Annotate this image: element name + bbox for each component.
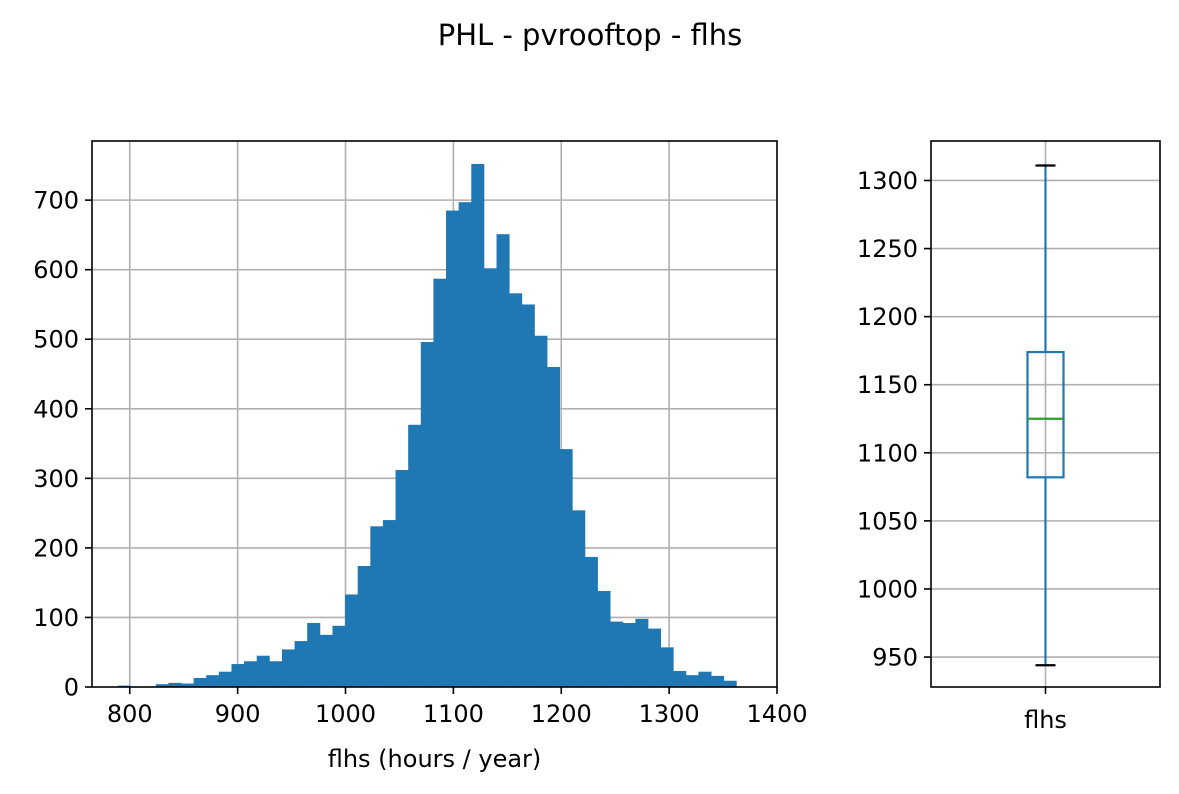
histogram-bar: [168, 682, 182, 687]
histogram-bar: [635, 618, 649, 687]
box-iqr: [1026, 350, 1065, 479]
histogram-bar: [319, 634, 333, 687]
y-tick-label-500: 500: [33, 326, 79, 354]
histogram-bar: [269, 661, 283, 687]
x-tick-label-800: 800: [107, 700, 153, 728]
histogram-bar: [509, 293, 523, 687]
box-y-tick-label-1250: 1250: [857, 235, 918, 263]
y-tick-label-200: 200: [33, 534, 79, 562]
boxplot-x-ticks: flhs: [1024, 687, 1067, 734]
histogram-bar: [180, 683, 195, 687]
histogram-bar: [584, 556, 598, 687]
histogram-bar: [534, 335, 548, 687]
y-tick-label-400: 400: [33, 395, 79, 423]
box-y-tick-label-1100: 1100: [857, 439, 918, 467]
histogram-bar: [294, 641, 308, 687]
histogram-bar: [395, 469, 409, 687]
box-y-tick-label-1050: 1050: [857, 507, 918, 535]
histogram-x-ticks: 800 900 1000 1100 1200 1300 1400: [107, 687, 808, 728]
histogram-bar: [155, 684, 169, 687]
histogram-bar: [357, 565, 371, 687]
x-tick-label-1100: 1100: [423, 700, 484, 728]
figure-title: PHL - pvrooftop - flhs: [438, 18, 743, 52]
y-tick-label-700: 700: [33, 187, 79, 215]
histogram-bar: [685, 675, 699, 687]
y-tick-label-300: 300: [33, 465, 79, 493]
box-y-tick-label-1000: 1000: [857, 575, 918, 603]
histogram-bars: [117, 163, 737, 687]
boxplot-panel: 950 1000 1050 1100 1150 1200 1250 1300 flhs: [857, 140, 1161, 734]
histogram-bar: [408, 424, 422, 687]
boxplot-shape: [1026, 164, 1065, 667]
histogram-bar: [647, 628, 662, 687]
histogram-bar: [597, 591, 611, 687]
boxplot-y-ticks: 950 1000 1050 1100 1150 1200 1250 1300: [857, 167, 931, 672]
y-tick-label-600: 600: [33, 256, 79, 284]
box-y-tick-label-1300: 1300: [857, 167, 918, 195]
histogram-grid: [92, 141, 777, 687]
histogram-x-axis-label: flhs (hours / year): [328, 745, 542, 773]
histogram-bar: [572, 510, 586, 687]
histogram-bar: [256, 655, 270, 687]
histogram-bar: [673, 671, 687, 687]
histogram-bar: [723, 680, 737, 687]
histogram-bar: [193, 677, 207, 687]
histogram-bar: [471, 163, 485, 687]
box-y-tick-label-1150: 1150: [857, 371, 918, 399]
histogram-bar: [281, 649, 295, 687]
histogram-bar: [698, 671, 712, 687]
x-tick-label-900: 900: [215, 700, 261, 728]
histogram-bar: [483, 268, 497, 687]
histogram-bar: [218, 671, 232, 687]
x-tick-label-1300: 1300: [639, 700, 700, 728]
box-category-label: flhs: [1024, 706, 1067, 734]
histogram-bar: [307, 623, 321, 687]
histogram-panel: 800 900 1000 1100 1200 1300 1400 0 100 200 300 400…: [33, 140, 808, 773]
y-tick-label-0: 0: [64, 674, 79, 702]
histogram-bar: [382, 520, 396, 687]
y-tick-label-100: 100: [33, 604, 79, 632]
histogram-bar: [622, 623, 636, 687]
histogram-bar: [370, 526, 384, 687]
x-tick-label-1200: 1200: [531, 700, 592, 728]
histogram-bar: [521, 304, 535, 687]
histogram-bar: [660, 647, 674, 687]
histogram-bar: [332, 625, 346, 687]
x-tick-label-1000: 1000: [315, 700, 376, 728]
histogram-y-ticks: 0 100 200 300 400 500 600 700: [33, 187, 92, 702]
histogram-bar: [206, 675, 220, 687]
histogram-bar: [610, 621, 624, 687]
histogram-bar: [244, 661, 258, 687]
histogram-bar: [420, 342, 434, 687]
histogram-bar: [496, 234, 510, 687]
histogram-bar: [433, 278, 447, 687]
x-tick-label-1400: 1400: [746, 700, 807, 728]
histogram-bar: [345, 594, 359, 687]
histogram-bar: [711, 675, 725, 687]
histogram-bar: [231, 664, 245, 687]
histogram-bar: [446, 210, 460, 687]
histogram-frame: [91, 140, 778, 688]
histogram-bar: [547, 367, 561, 687]
box-y-tick-label-950: 950: [872, 644, 918, 672]
histogram-bar: [458, 202, 472, 687]
box-y-tick-label-1200: 1200: [857, 303, 918, 331]
histogram-bar: [559, 449, 573, 687]
